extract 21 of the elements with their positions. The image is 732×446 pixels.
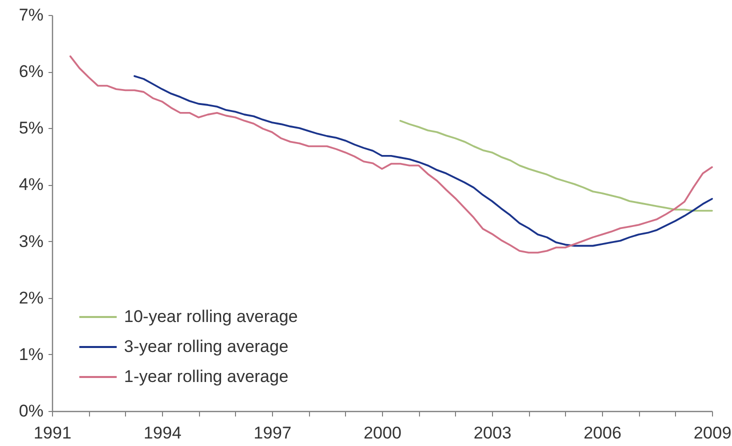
y-tick-label: 7% bbox=[18, 6, 44, 24]
y-tick-label: 4% bbox=[18, 175, 44, 194]
y-tick-label: 5% bbox=[18, 118, 44, 138]
line-series bbox=[399, 120, 713, 212]
legend-label: 3-year rolling average bbox=[124, 337, 288, 356]
legend-label: 1-year rolling average bbox=[124, 367, 288, 386]
y-tick-label: 3% bbox=[18, 232, 44, 251]
x-tick-label: 1997 bbox=[254, 424, 292, 442]
y-tick-label: 2% bbox=[18, 288, 44, 308]
y-tick-label: 1% bbox=[18, 344, 44, 364]
x-tick-label: 1994 bbox=[144, 424, 182, 442]
y-tick-label: 0% bbox=[18, 402, 44, 420]
line-series bbox=[134, 75, 713, 247]
x-tick-label: 2000 bbox=[364, 424, 402, 442]
x-tick-label: 2003 bbox=[474, 424, 512, 442]
x-tick-label: 2006 bbox=[584, 424, 622, 442]
legend-label: 10-year rolling average bbox=[124, 307, 298, 326]
x-tick-label: 1991 bbox=[34, 424, 72, 442]
x-tick-label: 2009 bbox=[694, 424, 732, 442]
line-series bbox=[69, 55, 713, 254]
y-tick-label: 6% bbox=[18, 62, 44, 82]
